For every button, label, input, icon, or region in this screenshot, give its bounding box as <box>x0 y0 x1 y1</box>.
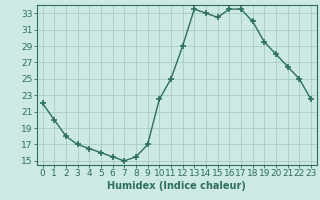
X-axis label: Humidex (Indice chaleur): Humidex (Indice chaleur) <box>108 181 246 191</box>
